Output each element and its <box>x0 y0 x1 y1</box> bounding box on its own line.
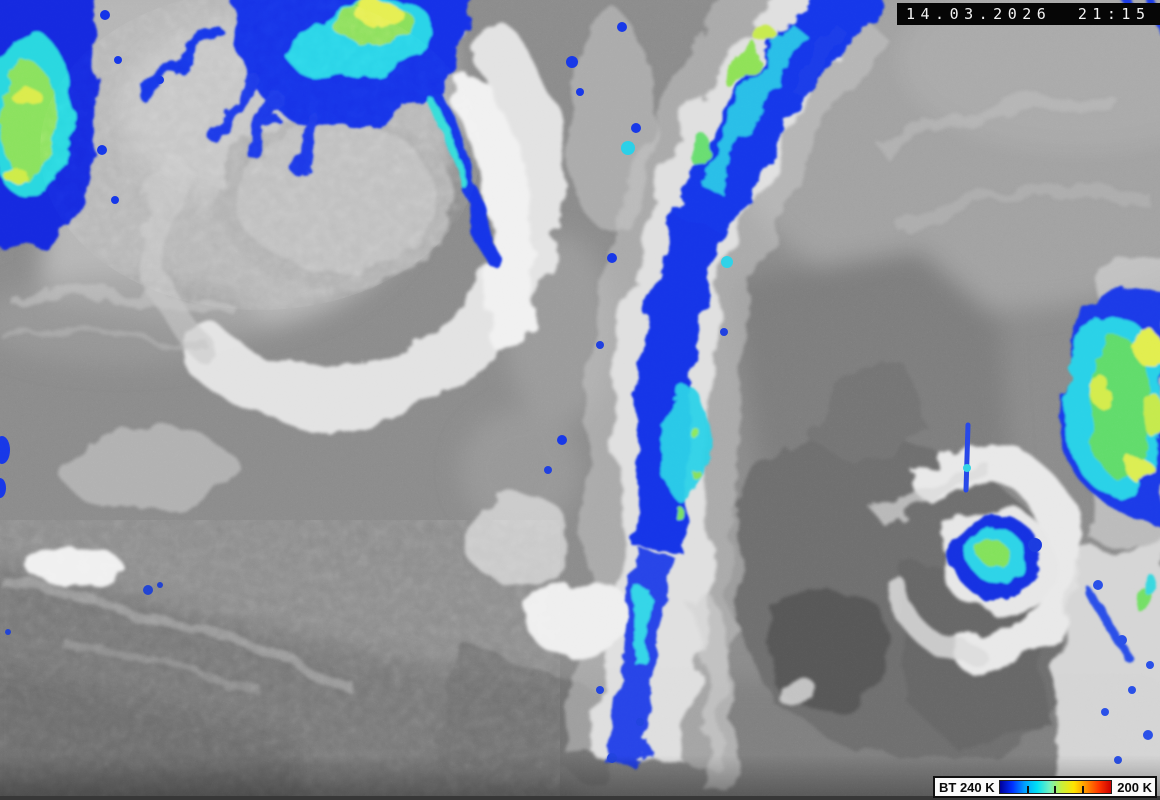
timestamp-bar: 14.03.2026 21:15 <box>897 3 1160 25</box>
colorbar-tick <box>1082 786 1085 793</box>
legend-min-label: BT 240 K <box>939 779 995 795</box>
colorbar-gradient <box>998 780 1113 794</box>
timestamp-text: 14.03.2026 21:15 <box>906 5 1151 23</box>
colorbar-tick <box>1026 786 1029 793</box>
colorbar-tick <box>1054 786 1057 793</box>
bottom-edge-line <box>0 796 1160 800</box>
legend-max-label: 200 K <box>1117 779 1152 795</box>
colorbar-legend: BT 240 K 200 K <box>933 776 1157 798</box>
